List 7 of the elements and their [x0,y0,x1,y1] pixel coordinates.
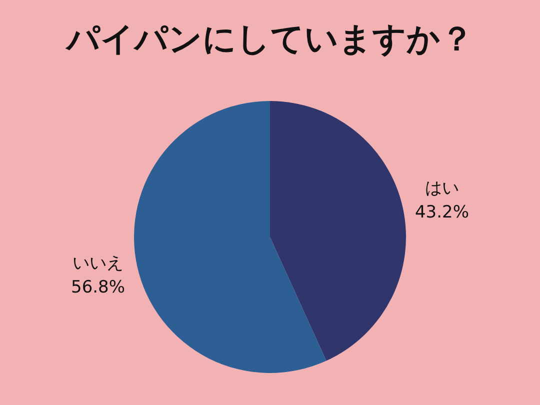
chart-title: パイパンにしていますか？ [64,19,474,58]
slice-label: はい [425,178,459,199]
slice-label: いいえ [72,253,124,274]
data-label: 43.2% [414,202,470,223]
data-label: 56.8% [70,277,126,298]
pie-slice [134,101,326,373]
pie-slice [270,101,406,361]
